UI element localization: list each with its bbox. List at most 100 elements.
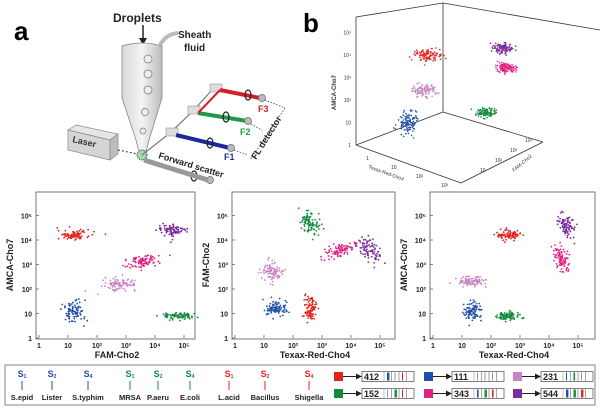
data-point	[280, 271, 283, 274]
data-point	[150, 255, 152, 257]
data-point	[405, 132, 407, 135]
code-value: 412	[364, 372, 379, 382]
data-point	[501, 66, 504, 69]
data-point	[64, 233, 67, 236]
data-point	[566, 257, 569, 260]
data-point	[64, 318, 67, 321]
data-point	[507, 46, 510, 49]
data-point	[506, 65, 509, 68]
data-point	[133, 282, 135, 285]
x-tick-label: 10³	[515, 343, 526, 350]
data-point	[554, 256, 556, 258]
plot-frame	[35, 191, 196, 340]
cluster-purple	[489, 41, 517, 56]
data-point	[117, 287, 120, 290]
data-point	[79, 236, 82, 239]
data-point	[344, 249, 347, 252]
data-point	[414, 50, 416, 53]
data-point	[130, 263, 133, 266]
data-point	[474, 315, 477, 318]
data-point	[480, 110, 483, 113]
data-point	[507, 229, 510, 232]
data-point	[371, 242, 374, 245]
data-point	[568, 262, 571, 265]
data-point	[509, 310, 512, 312]
data-point	[486, 116, 488, 119]
data-point	[340, 245, 343, 247]
y-tick-label: 10⁵	[415, 214, 426, 221]
data-point	[425, 60, 428, 62]
data-point	[502, 68, 504, 70]
data-point	[84, 290, 87, 292]
color-swatch	[513, 389, 522, 398]
data-point	[410, 124, 413, 127]
data-point	[439, 54, 441, 57]
data-point	[314, 218, 317, 221]
data-point	[100, 285, 103, 287]
data-point	[484, 278, 487, 281]
data-point	[505, 235, 508, 237]
data-point	[415, 52, 418, 55]
data-point	[120, 287, 123, 289]
data-point	[279, 308, 282, 311]
data-point	[311, 296, 313, 299]
data-point	[160, 231, 163, 234]
data-point	[572, 236, 575, 239]
data-point	[474, 313, 476, 316]
data-point	[97, 293, 100, 296]
data-point	[272, 300, 274, 303]
data-point	[495, 64, 497, 67]
data-point	[71, 311, 73, 313]
data-point	[498, 71, 501, 74]
data-point	[408, 117, 410, 119]
barcode-bar	[402, 389, 403, 398]
data-point	[264, 279, 266, 281]
data-point	[494, 110, 496, 113]
data-point	[505, 46, 508, 48]
data-point	[80, 235, 83, 238]
data-point	[416, 118, 419, 120]
data-point	[496, 70, 499, 72]
data-point	[117, 279, 119, 282]
species-name: Shigella	[295, 393, 325, 402]
cluster-purple	[556, 210, 578, 245]
data-point	[568, 253, 571, 256]
data-point	[302, 216, 305, 219]
arrow-head	[535, 390, 541, 397]
data-point	[306, 216, 309, 218]
data-point	[496, 314, 498, 316]
data-point	[124, 282, 127, 284]
data-point	[402, 114, 404, 116]
data-point	[366, 252, 369, 255]
y-tick-label: 10⁴	[415, 238, 427, 245]
data-point	[568, 225, 571, 227]
data-point	[67, 308, 70, 310]
data-point	[70, 233, 73, 236]
data-point	[61, 303, 64, 306]
x-tick-label: 1	[431, 343, 435, 350]
data-point	[562, 259, 565, 262]
data-point	[174, 312, 177, 315]
data-point	[179, 227, 182, 230]
data-point	[427, 92, 430, 95]
data-point	[496, 231, 498, 234]
data-point	[347, 245, 349, 248]
data-point	[332, 252, 334, 255]
data-point	[399, 116, 402, 118]
data-point	[400, 128, 403, 130]
data-point	[57, 229, 60, 232]
panel-b-letter: b	[303, 8, 319, 38]
data-point	[168, 233, 171, 236]
data-point	[147, 254, 149, 257]
data-point	[276, 275, 278, 278]
data-point	[76, 230, 78, 233]
data-point	[264, 271, 267, 274]
data-point	[73, 317, 76, 320]
scatter-plot-3: 1 10 10² 10³ 10⁴ 10⁵ 1 10 10² 10³ 10⁴ 10⁵ Texax-Red-…	[399, 191, 596, 360]
data-point	[480, 308, 483, 311]
data-point	[271, 259, 274, 262]
data-point	[496, 47, 499, 49]
data-point	[277, 274, 280, 277]
data-point	[155, 229, 157, 232]
data-point	[561, 218, 564, 221]
